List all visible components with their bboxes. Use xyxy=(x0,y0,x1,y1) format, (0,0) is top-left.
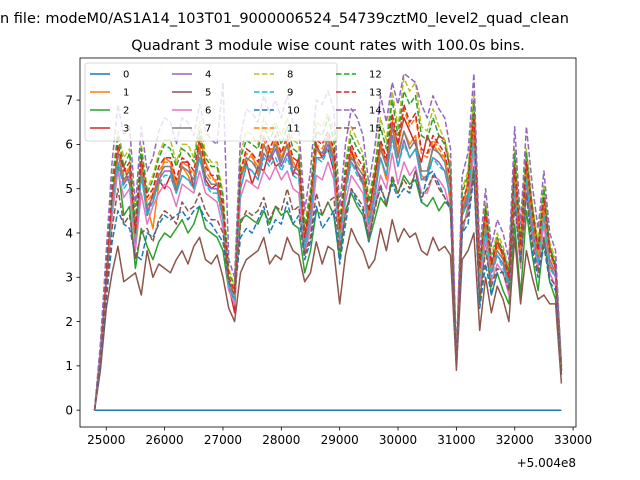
x-tick-label-29000: 29000 xyxy=(321,433,359,447)
legend-label-14: 14 xyxy=(369,106,382,117)
x-tick-label-32000: 32000 xyxy=(496,433,534,447)
x-tick-label-26000: 26000 xyxy=(146,433,184,447)
legend-label-13: 13 xyxy=(369,88,382,99)
x-offset-label: +5.004e8 xyxy=(517,456,576,470)
legend-label-2: 2 xyxy=(123,106,129,117)
series-line-5 xyxy=(93,218,563,411)
series-line-15 xyxy=(93,170,563,411)
series-line-13 xyxy=(93,103,563,411)
figure-suptitle: n file: modeM0/AS1A14_103T01_9000006524_… xyxy=(0,11,569,27)
x-tick-label-25000: 25000 xyxy=(87,433,125,447)
y-tick-label-1: 1 xyxy=(65,359,73,373)
y-tick-label-4: 4 xyxy=(65,226,73,240)
y-tick-label-6: 6 xyxy=(65,138,73,152)
chart-title: Quadrant 3 module wise count rates with … xyxy=(131,38,525,54)
legend-label-1: 1 xyxy=(123,88,129,99)
x-tick-label-28000: 28000 xyxy=(262,433,300,447)
x-tick-label-33000: 33000 xyxy=(554,433,592,447)
y-tick-label-7: 7 xyxy=(65,93,73,107)
legend-label-6: 6 xyxy=(205,106,211,117)
legend-label-8: 8 xyxy=(287,70,293,81)
y-tick-label-3: 3 xyxy=(65,271,73,285)
y-tick-label-2: 2 xyxy=(65,315,73,329)
plot-area: 25000 26000 27000 28000 29000 30000 31000 32000… xyxy=(65,57,592,447)
legend-label-12: 12 xyxy=(369,70,382,81)
legend-label-3: 3 xyxy=(123,124,129,135)
x-tick-label-30000: 30000 xyxy=(379,433,417,447)
legend-label-15: 15 xyxy=(369,124,382,135)
legend-label-9: 9 xyxy=(287,88,293,99)
y-tick-label-0: 0 xyxy=(65,403,73,417)
legend-label-5: 5 xyxy=(205,88,211,99)
series-line-9 xyxy=(93,134,563,411)
x-tick-label-31000: 31000 xyxy=(437,433,475,447)
legend-label-0: 0 xyxy=(123,70,129,81)
legend-label-11: 11 xyxy=(287,124,300,135)
y-tick-label-5: 5 xyxy=(65,182,73,196)
axes-frame xyxy=(79,57,577,428)
legend-label-10: 10 xyxy=(287,106,300,117)
legend-box xyxy=(84,62,338,142)
legend-label-4: 4 xyxy=(205,70,211,81)
x-tick-label-27000: 27000 xyxy=(204,433,242,447)
series-line-6 xyxy=(93,148,563,411)
legend-label-7: 7 xyxy=(205,124,211,135)
